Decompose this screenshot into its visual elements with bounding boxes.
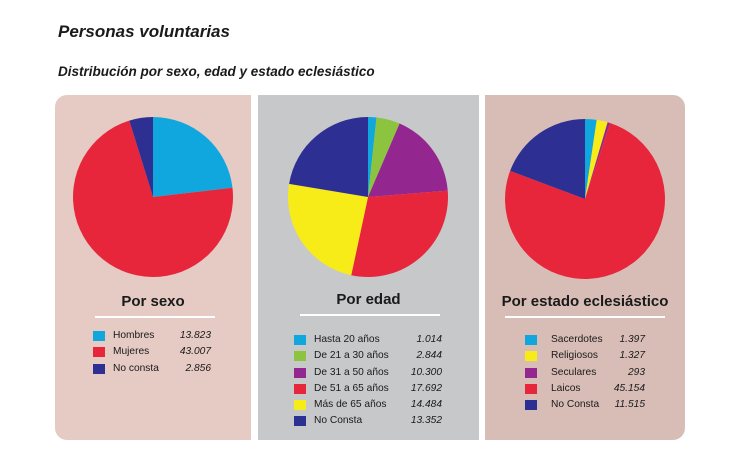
legend-item-hombres: Hombres 13.823	[93, 329, 213, 345]
legend-swatch	[525, 400, 537, 411]
legend-por-edad: Hasta 20 años 1.014 De 21 a 30 años 2.844 De…	[294, 333, 444, 431]
legend-item-hasta-20-anos: Hasta 20 años 1.014	[294, 333, 444, 349]
legend-swatch	[294, 400, 306, 411]
legend-label: Sacerdotes	[551, 334, 603, 345]
legend-value: 43.007	[179, 346, 211, 358]
panel-por-estado-eclesiastico: Por estado eclesiástico Sacerdotes 1.397 R…	[485, 95, 685, 440]
legend-value: 13.823	[179, 330, 211, 341]
legend-swatch	[294, 416, 306, 427]
chart-title-por-edad: Por edad	[336, 291, 401, 308]
pie-slice-mujeres	[73, 120, 234, 278]
legend-value: 2.844	[416, 350, 443, 362]
legend-por-estado-eclesiastico: Sacerdotes 1.397 Religiosos 1.327 Seculares 2…	[525, 333, 645, 414]
pie-slice-hasta-20-anos	[368, 117, 377, 197]
panel-por-sexo: Por sexo Hombres 13.823 Mujeres 43.007 No co…	[55, 95, 251, 440]
legend-label: Hasta 20 años	[314, 334, 380, 345]
pie-slice-religiosos	[585, 119, 608, 199]
legend-value: 293	[628, 366, 645, 378]
legend-label: No Consta	[314, 415, 363, 427]
legend-label: De 31 a 50 años	[314, 366, 389, 378]
legend-swatch	[93, 331, 105, 341]
page-title: Personas voluntarias	[58, 22, 230, 41]
legend-value: 17.692	[410, 382, 442, 394]
legend-item-de-51-a-65-anos: De 51 a 65 años 17.692	[294, 382, 444, 398]
legend-value: 45.154	[613, 382, 645, 394]
pie-chart-por-edad	[288, 117, 448, 277]
chart-title-por-estado-eclesiastico: Por estado eclesiástico	[501, 293, 669, 310]
pie-slice-seculares	[585, 122, 610, 199]
legend-item-de-21-a-30-anos: De 21 a 30 años 2.844	[294, 349, 444, 365]
legend-item-mas-de-65-anos: Más de 65 años 14.484	[294, 398, 444, 414]
pie-slice-de-51-a-65-anos	[351, 190, 448, 277]
legend-label: De 51 a 65 años	[314, 382, 389, 394]
legend-item-seculares: Seculares 293	[525, 366, 645, 382]
legend-item-sacerdotes: Sacerdotes 1.397	[525, 333, 645, 349]
pie-slice-laicos	[505, 123, 665, 279]
legend-value: 13.352	[410, 415, 442, 427]
pie-slice-sacerdotes	[585, 119, 597, 199]
pie-slice-no-consta	[129, 117, 153, 197]
panel-por-edad: Por edad Hasta 20 años 1.014 De 21 a 30 añ…	[258, 95, 479, 440]
page-subtitle: Distribución por sexo, edad y estado ecl…	[58, 64, 375, 79]
legend-label: No Consta	[551, 399, 600, 411]
pie-chart-por-sexo	[73, 117, 234, 278]
legend-item-religiosos: Religiosos 1.327	[525, 349, 645, 365]
legend-swatch	[294, 367, 306, 378]
legend-value: 2.856	[185, 362, 212, 374]
legend-label: Más de 65 años	[314, 399, 387, 411]
legend-swatch	[525, 335, 537, 345]
legend-item-no-consta: No Consta 13.352	[294, 414, 444, 430]
legend-value: 1.014	[416, 334, 443, 345]
legend-swatch	[294, 351, 306, 362]
legend-label: Laicos	[551, 382, 581, 394]
pie-slice-hombres	[153, 117, 233, 197]
title-underline	[505, 316, 665, 318]
legend-value: 10.300	[410, 366, 442, 378]
legend-swatch	[525, 367, 537, 378]
pie-slice-no-consta	[510, 119, 585, 199]
legend-value: 14.484	[410, 399, 442, 411]
legend-label: Religiosos	[551, 350, 598, 362]
legend-label: De 21 a 30 años	[314, 350, 389, 362]
legend-swatch	[294, 335, 306, 345]
legend-swatch	[525, 383, 537, 394]
legend-value: 1.397	[619, 334, 646, 345]
pie-slice-mas-de-65-anos	[288, 183, 368, 276]
title-underline	[95, 316, 215, 318]
legend-item-no-consta: No consta 2.856	[93, 362, 213, 378]
legend-swatch	[294, 383, 306, 394]
chart-title-por-sexo: Por sexo	[121, 293, 185, 310]
legend-value: 1.327	[619, 350, 646, 362]
title-underline	[300, 314, 440, 316]
legend-label: Hombres	[113, 330, 155, 341]
pie-slice-de-21-a-30-anos	[368, 117, 400, 197]
legend-swatch	[93, 347, 105, 358]
legend-swatch	[93, 363, 105, 374]
legend-label: Mujeres	[113, 346, 150, 358]
legend-label: No consta	[113, 362, 159, 374]
legend-item-de-31-a-50-anos: De 31 a 50 años 10.300	[294, 366, 444, 382]
legend-label: Seculares	[551, 366, 597, 378]
pie-slice-de-31-a-50-anos	[368, 123, 448, 197]
legend-value: 11.515	[614, 399, 645, 411]
pie-slice-no-consta	[289, 117, 368, 197]
pie-chart-por-estado-eclesiastico	[505, 119, 665, 279]
legend-item-no-consta: No Consta 11.515	[525, 398, 645, 414]
legend-swatch	[525, 351, 537, 362]
legend-item-mujeres: Mujeres 43.007	[93, 345, 213, 361]
legend-item-laicos: Laicos 45.154	[525, 382, 645, 398]
legend-por-sexo: Hombres 13.823 Mujeres 43.007 No consta 2.856	[93, 329, 213, 378]
